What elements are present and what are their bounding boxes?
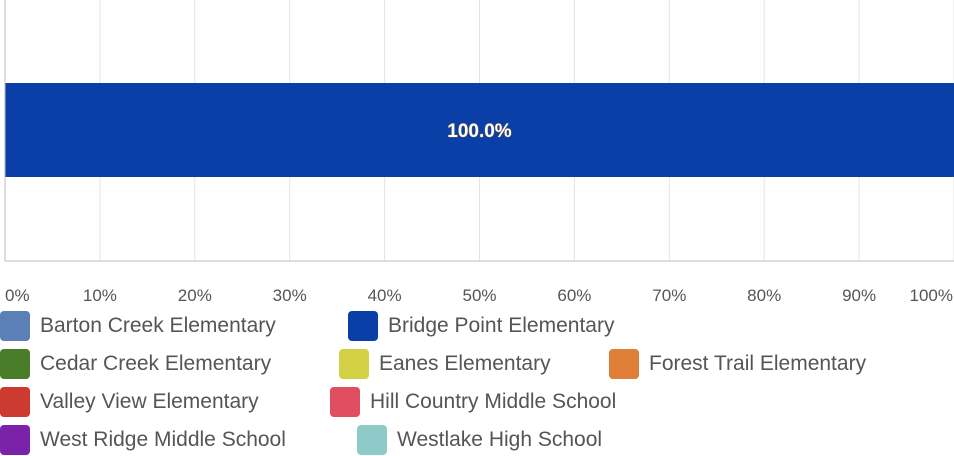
legend-label: Valley View Elementary xyxy=(40,390,259,413)
legend-swatch xyxy=(339,349,369,379)
legend-label: Bridge Point Elementary xyxy=(388,314,615,337)
bar-chart: 100.0% 0% 10% 20% 30% 40% 50% 60% 70% 80% 90% 100% xyxy=(4,0,954,305)
x-tick-label: 30% xyxy=(273,286,307,305)
legend-label: Cedar Creek Elementary xyxy=(40,352,272,375)
legend-item[interactable]: Valley View Elementary xyxy=(0,387,259,417)
legend-label: Forest Trail Elementary xyxy=(649,352,867,375)
x-tick-label: 40% xyxy=(368,286,402,305)
legend-label: Eanes Elementary xyxy=(379,352,551,375)
x-tick-label: 60% xyxy=(557,286,591,305)
legend-item[interactable]: Cedar Creek Elementary xyxy=(0,349,271,379)
legend-item[interactable]: Eanes Elementary xyxy=(339,349,551,379)
bars xyxy=(5,83,954,177)
legend-swatch xyxy=(0,349,30,379)
legend-swatch xyxy=(330,387,360,417)
legend-label: Barton Creek Elementary xyxy=(40,314,276,337)
legend-swatch xyxy=(0,425,30,455)
legend-swatch xyxy=(348,311,378,341)
legend-swatch xyxy=(0,311,30,341)
legend-label: Westlake High School xyxy=(397,428,603,451)
legend-item[interactable]: Barton Creek Elementary xyxy=(0,311,276,341)
legend-item[interactable]: West Ridge Middle School xyxy=(0,425,286,455)
x-tick-label: 0% xyxy=(5,286,30,305)
bar-data-label: 100.0% xyxy=(447,121,512,142)
x-tick-label: 100% xyxy=(910,286,953,305)
x-tick-label: 70% xyxy=(652,286,686,305)
legend-item[interactable]: Forest Trail Elementary xyxy=(609,349,866,379)
x-tick-label: 20% xyxy=(178,286,212,305)
legend-item[interactable]: Bridge Point Elementary xyxy=(348,311,614,341)
x-tick-label: 80% xyxy=(747,286,781,305)
legend-swatch xyxy=(609,349,639,379)
x-tick-label: 90% xyxy=(842,286,876,305)
legend: Barton Creek Elementary Bridge Point Elem… xyxy=(0,311,954,456)
x-tick-label: 10% xyxy=(83,286,117,305)
legend-label: Hill Country Middle School xyxy=(370,390,617,413)
legend-swatch xyxy=(357,425,387,455)
legend-item[interactable]: Hill Country Middle School xyxy=(330,387,616,417)
bar-segment[interactable] xyxy=(5,83,954,177)
data-labels: 100.0% xyxy=(447,120,513,142)
x-tick-label: 50% xyxy=(462,286,496,305)
legend-label: West Ridge Middle School xyxy=(40,428,286,451)
x-axis-ticks: 0% 10% 20% 30% 40% 50% 60% 70% 80% 90% 100% xyxy=(5,286,953,305)
legend-swatch xyxy=(0,387,30,417)
legend-item[interactable]: Westlake High School xyxy=(357,425,602,455)
